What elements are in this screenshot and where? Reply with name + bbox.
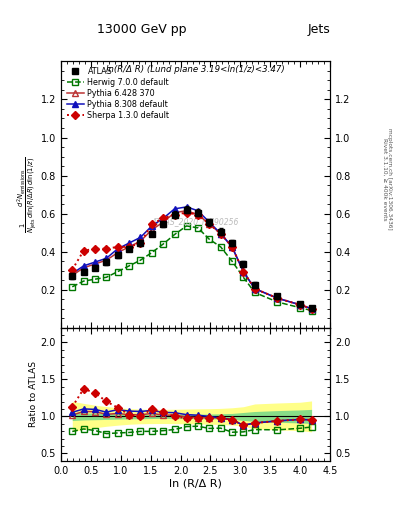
Y-axis label: Ratio to ATLAS: Ratio to ATLAS — [29, 361, 38, 427]
Text: ATLAS_2020_I1790256: ATLAS_2020_I1790256 — [152, 217, 239, 226]
X-axis label: ln (R/Δ R): ln (R/Δ R) — [169, 478, 222, 488]
Y-axis label: $\frac{1}{N_{\mathrm{jets}}}\frac{d^2 N_{\mathrm{emissions}}}{d\ln(R/\Delta R)\,: $\frac{1}{N_{\mathrm{jets}}}\frac{d^2 N_… — [16, 156, 39, 233]
Text: ln(R/Δ R) (Lund plane 3.19<ln(1/z)<3.47): ln(R/Δ R) (Lund plane 3.19<ln(1/z)<3.47) — [106, 66, 285, 74]
Text: Jets: Jets — [307, 23, 330, 36]
Text: 13000 GeV pp: 13000 GeV pp — [97, 23, 186, 36]
Text: mcplots.cern.ch [arXiv:1306.3436]: mcplots.cern.ch [arXiv:1306.3436] — [387, 129, 392, 230]
Legend: ATLAS, Herwig 7.0.0 default, Pythia 6.428 370, Pythia 8.308 default, Sherpa 1.3.: ATLAS, Herwig 7.0.0 default, Pythia 6.42… — [65, 66, 171, 122]
Text: Rivet 3.1.10, ≥ 400k events: Rivet 3.1.10, ≥ 400k events — [382, 138, 387, 221]
